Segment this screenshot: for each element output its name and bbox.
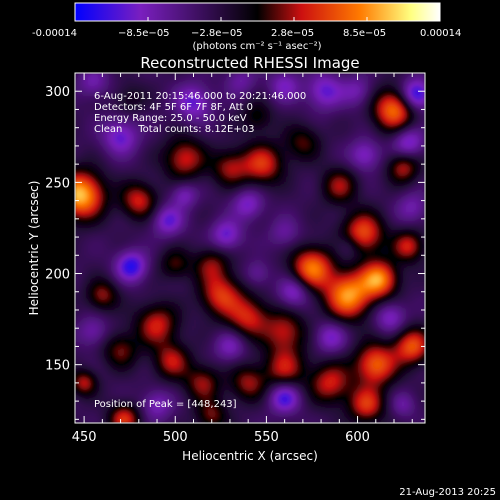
timestamp: 21-Aug-2013 20:25	[399, 487, 496, 498]
plot-frame	[74, 72, 426, 424]
axis-ticks	[75, 72, 425, 423]
colorbar-tick-label-4: 8.5e−05	[343, 28, 386, 39]
y-axis-label: Heliocentric Y (arcsec)	[27, 181, 41, 316]
colorbar-bar	[74, 2, 441, 22]
x-tick-label: 500	[163, 430, 188, 445]
colorbar-tick-label-0: -0.00014	[32, 28, 77, 39]
annotation-detectors: Detectors: 4F 5F 6F 7F 8F, Att 0	[94, 102, 253, 113]
x-tick-label: 550	[254, 430, 279, 445]
peak-position-label: Position of Peak = [448,243]	[94, 399, 237, 410]
colorbar-tick-label-5: 0.00014	[420, 28, 461, 39]
colorbar-unit-label: (photons cm⁻² s⁻¹ asec⁻²)	[192, 41, 321, 52]
y-tick-label: 300	[45, 85, 70, 100]
chart-title: Reconstructed RHESSI Image	[140, 54, 359, 72]
annotation-time-range: 6-Aug-2011 20:15:46.000 to 20:21:46.000	[94, 91, 306, 102]
heatmap-image	[75, 73, 425, 423]
y-tick-labels: 150 200 250 300	[45, 85, 70, 373]
colorbar-tick-label-3: 2.8e−05	[271, 28, 314, 39]
annotation-clean-counts: Clean Total counts: 8.12E+03	[94, 124, 254, 135]
annotation-energy-range: Energy Range: 25.0 - 50.0 keV	[94, 113, 247, 124]
colorbar-tick-label-2: −2.8e−05	[191, 28, 243, 39]
colorbar: -0.00014 −8.5e−05 −2.8e−05 2.8e−05 8.5e−…	[32, 2, 461, 52]
colorbar-ticks	[74, 17, 441, 21]
heatmap-area	[75, 73, 425, 423]
y-tick-label: 200	[45, 268, 70, 283]
y-tick-label: 250	[45, 176, 70, 191]
y-tick-label: 150	[45, 359, 70, 374]
x-tick-label: 450	[72, 430, 97, 445]
x-tick-label: 600	[345, 430, 370, 445]
x-axis-label: Heliocentric X (arcsec)	[182, 449, 318, 463]
x-tick-labels: 450 500 550 600	[72, 430, 370, 445]
colorbar-tick-label-1: −8.5e−05	[118, 28, 170, 39]
